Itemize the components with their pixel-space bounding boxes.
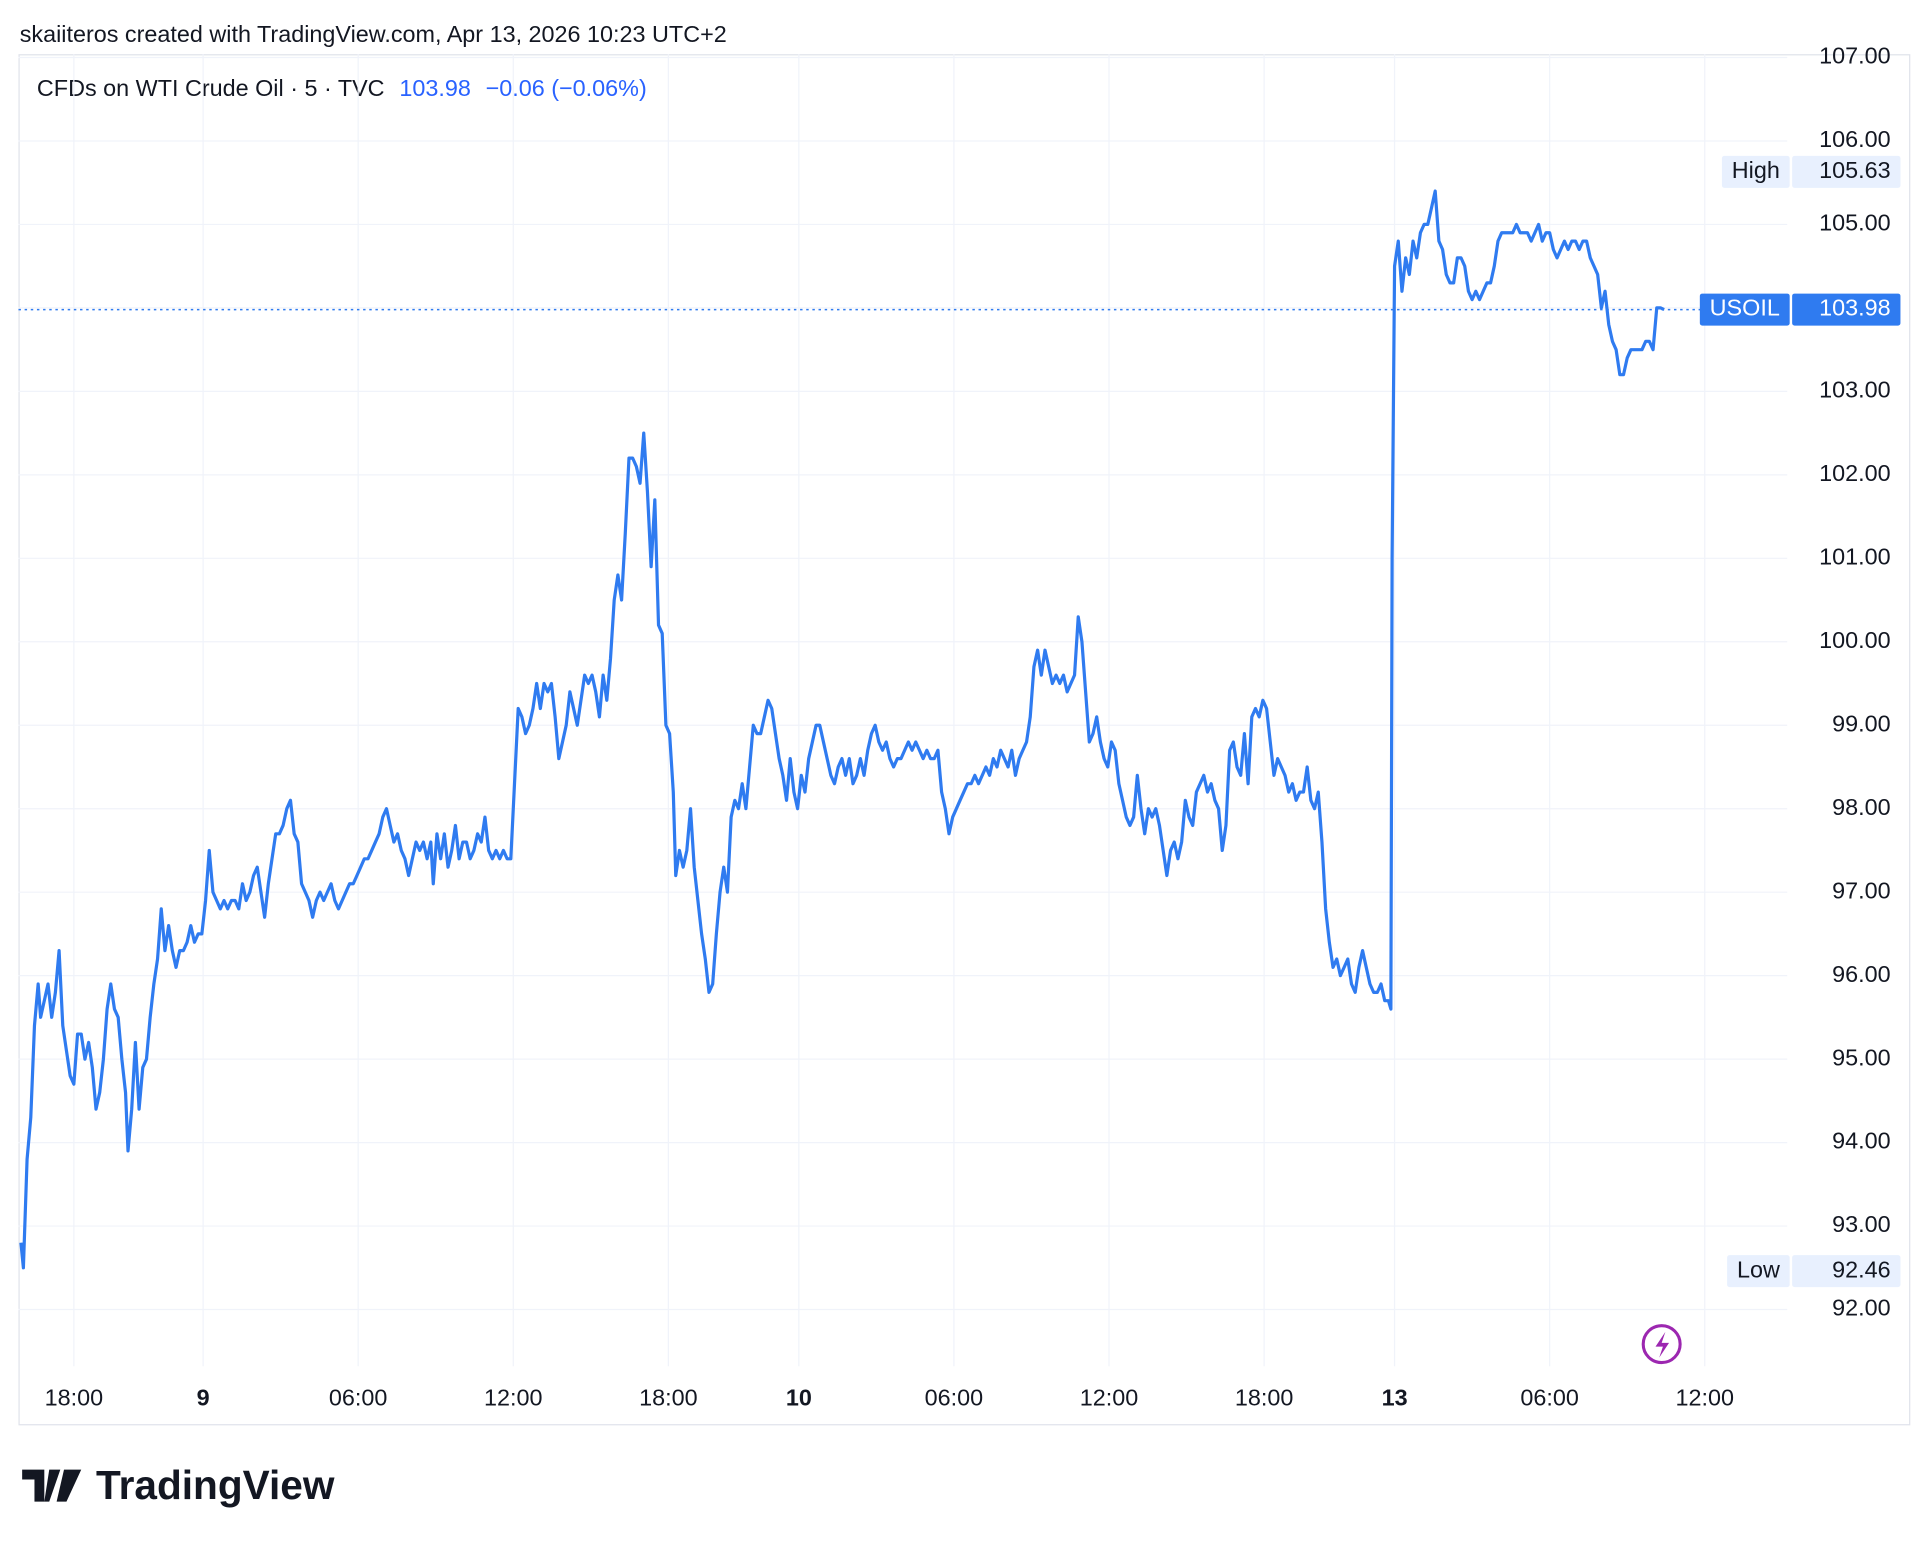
low-value-bg xyxy=(1792,1255,1901,1288)
x-tick-label: 06:00 xyxy=(329,1385,388,1411)
y-tick-label: 105.00 xyxy=(1819,210,1891,236)
brand: TradingView xyxy=(96,1462,335,1508)
y-tick-label: 92.00 xyxy=(1832,1295,1891,1321)
high-label-bg xyxy=(1721,155,1790,188)
x-tick-label: 9 xyxy=(197,1385,210,1411)
x-tick-label: 10 xyxy=(786,1385,812,1411)
y-tick-label: 97.00 xyxy=(1832,877,1891,903)
y-tick-label: 96.00 xyxy=(1832,961,1891,987)
y-tick-label: 100.00 xyxy=(1819,627,1891,653)
tv-logo-mark xyxy=(22,1469,82,1502)
x-tick-label: 18:00 xyxy=(639,1385,698,1411)
alert-bolt xyxy=(1655,1331,1670,1358)
high-label: High xyxy=(1732,157,1780,183)
y-tick-label: 99.00 xyxy=(1832,710,1891,736)
low-value: 92.46 xyxy=(1832,1256,1891,1282)
y-tick-label: 93.00 xyxy=(1832,1211,1891,1237)
tv-logo xyxy=(22,1469,82,1502)
high-value: 105.63 xyxy=(1819,157,1891,183)
y-tick-label: 95.00 xyxy=(1832,1044,1891,1070)
x-tick-label: 12:00 xyxy=(1080,1385,1139,1411)
y-tick-label: 98.00 xyxy=(1832,794,1891,820)
low-label: Low xyxy=(1737,1256,1780,1282)
low-label-bg xyxy=(1727,1255,1790,1288)
high-value-bg xyxy=(1792,155,1901,188)
x-tick-label: 18:00 xyxy=(1235,1385,1294,1411)
x-tick-label: 13 xyxy=(1382,1385,1408,1411)
y-tick-label: 103.00 xyxy=(1819,377,1891,403)
y-tick-label: 107.00 xyxy=(1819,43,1891,69)
y-tick-label: 94.00 xyxy=(1832,1128,1891,1154)
last-label-bg xyxy=(1699,293,1790,326)
last-value-bg xyxy=(1792,293,1901,326)
last-value: 103.98 xyxy=(1819,295,1891,321)
plot xyxy=(18,54,1788,1367)
pane-border xyxy=(18,54,1911,1426)
x-tick-label: 12:00 xyxy=(484,1385,543,1411)
attribution: skaiiteros created with TradingView.com,… xyxy=(20,21,727,47)
x-tick-label: 18:00 xyxy=(45,1385,103,1411)
y-tick-label: 102.00 xyxy=(1819,460,1891,486)
last-label: USOIL xyxy=(1710,295,1780,321)
last-price: 103.98 xyxy=(399,75,471,101)
x-tick-label: 06:00 xyxy=(1520,1385,1579,1411)
price-line xyxy=(19,189,1665,1270)
x-tick-label: 06:00 xyxy=(925,1385,984,1411)
y-tick-label: 101.00 xyxy=(1819,543,1891,569)
price-change: −0.06 (−0.06%) xyxy=(486,75,647,101)
y-tick-label: 106.00 xyxy=(1819,126,1891,152)
x-tick-label: 12:00 xyxy=(1676,1385,1735,1411)
alert-icon xyxy=(1641,1324,1682,1365)
symbol-title: CFDs on WTI Crude Oil · 5 · TVC xyxy=(37,75,385,101)
